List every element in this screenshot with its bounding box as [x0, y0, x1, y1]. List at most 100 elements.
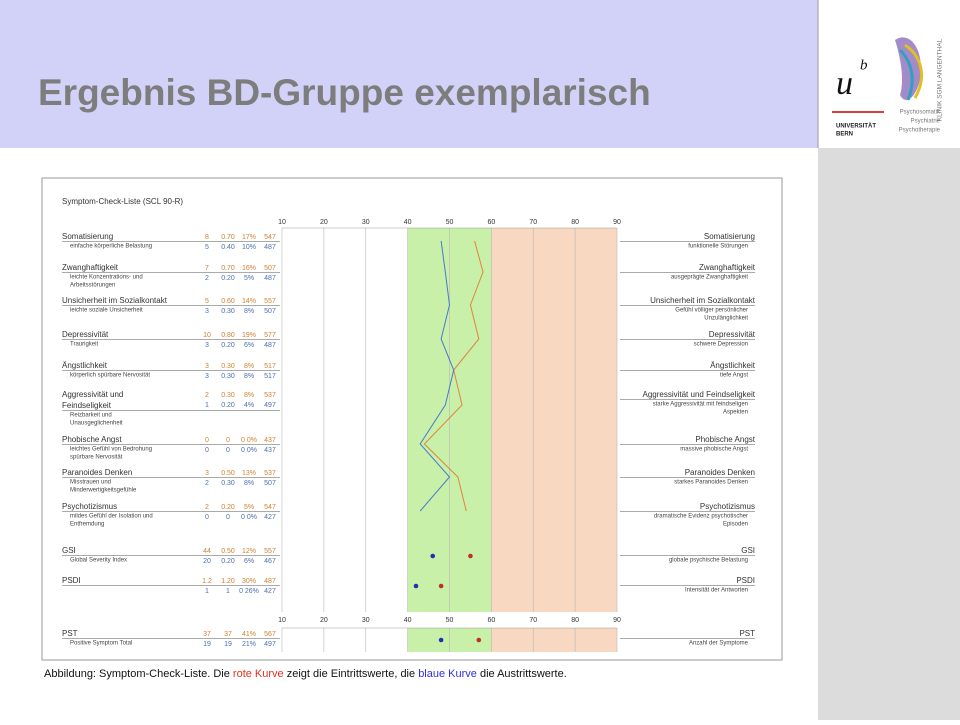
entry-value: 44: [203, 548, 211, 555]
right-label: PSDI: [736, 576, 755, 585]
right-sublabel: funktionelle Störungen: [688, 244, 748, 250]
row-label: Unsicherheit im Sozialkontakt: [62, 296, 168, 305]
row-label: Somatisierung: [62, 232, 113, 241]
row-label: Ängstlichkeit: [62, 361, 108, 370]
right-sublabel: Aspekten: [723, 410, 748, 416]
entry-value: 437: [264, 437, 276, 444]
row-sublabel: mildes Gefühl der Isolation und: [70, 514, 153, 520]
right-sublabel: Gefühl völliger persönlicher: [675, 308, 748, 314]
exit-value: 507: [264, 480, 276, 487]
entry-value: 5%: [244, 504, 254, 511]
row-sublabel: Arbeitsstörungen: [70, 283, 115, 289]
logo-b: b: [860, 57, 868, 73]
x-tick-label: 20: [320, 219, 328, 226]
exit-value: 427: [264, 514, 276, 521]
right-label: Ängstlichkeit: [710, 361, 756, 370]
x-tick-label: 80: [571, 617, 579, 624]
right-sublabel: starke Aggressivität mit feindseligen: [653, 402, 748, 408]
entry-value: 517: [264, 363, 276, 370]
exit-value: 3: [205, 308, 209, 315]
exit-value: 0 0%: [241, 514, 257, 521]
exit-value: 0: [205, 514, 209, 521]
figure-frame: [41, 177, 783, 661]
right-label: Paranoides Denken: [685, 468, 755, 477]
row-sublabel: Global Severity Index: [70, 558, 127, 564]
row-label: Aggressivität und: [62, 390, 123, 399]
entry-value: 1.2: [202, 578, 212, 585]
exit-value: 0.20: [221, 558, 235, 565]
right-label: Unsicherheit im Sozialkontakt: [650, 296, 756, 305]
entry-value: 537: [264, 470, 276, 477]
entry-value: 537: [264, 392, 276, 399]
logo-university: BERN: [836, 132, 853, 138]
right-label: Aggressivität und Feindseligkeit: [642, 390, 755, 399]
row-label: Zwanghaftigkeit: [62, 263, 119, 272]
exit-value: 497: [264, 641, 276, 648]
x-tick-label: 90: [613, 617, 621, 624]
entry-value: 3: [205, 470, 209, 477]
row-sublabel: Positive Symptom Total: [70, 641, 132, 647]
exit-value: 4%: [244, 402, 254, 409]
x-tick-label: 10: [278, 219, 286, 226]
right-label: Somatisierung: [704, 232, 755, 241]
x-tick-label: 90: [613, 219, 621, 226]
exit-value: 1: [205, 402, 209, 409]
row-label: PST: [62, 629, 78, 638]
entry-value: 16%: [242, 265, 256, 272]
logo-graphic: [898, 48, 914, 101]
right-sublabel: Intensität der Antworten: [685, 588, 748, 594]
entry-value: 0.70: [221, 265, 235, 272]
caption-part: blaue Kurve: [418, 668, 477, 680]
exit-value: 1: [226, 588, 230, 595]
entry-value: 37: [203, 631, 211, 638]
side-strip: [818, 148, 960, 720]
exit-value: 0.20: [221, 402, 235, 409]
exit-value: 0.20: [221, 342, 235, 349]
row-sublabel: Minderwertigkeitsgefühle: [70, 488, 137, 494]
right-sublabel: globale psychische Belastung: [669, 558, 748, 564]
entry-value: 41%: [242, 631, 256, 638]
entry-value: 8%: [244, 392, 254, 399]
right-sublabel: dramatische Evidenz psychotischer: [654, 514, 748, 520]
x-tick-label: 60: [487, 617, 495, 624]
right-sublabel: massive phobische Angst: [680, 447, 748, 453]
right-label: Depressivität: [709, 330, 756, 339]
entry-value: 2: [205, 504, 209, 511]
exit-value: 8%: [244, 308, 254, 315]
x-tick-label: 20: [320, 617, 328, 624]
entry-value: 0.20: [221, 504, 235, 511]
exit-curve: [419, 240, 455, 512]
exit-value: 6%: [244, 558, 254, 565]
entry-value: 0.70: [221, 234, 235, 241]
entry-point: [468, 553, 473, 559]
exit-value: 3: [205, 342, 209, 349]
entry-value: 13%: [242, 470, 256, 477]
entry-value: 547: [264, 504, 276, 511]
header-band: [0, 0, 818, 148]
x-tick-label: 30: [362, 219, 370, 226]
right-label: Psychotizismus: [700, 502, 755, 511]
x-tick-label: 70: [529, 617, 537, 624]
exit-point: [438, 637, 444, 643]
entry-value: 0: [205, 437, 209, 444]
exit-value: 2: [205, 480, 209, 487]
row-label: GSI: [62, 546, 76, 555]
exit-value: 10%: [242, 244, 256, 251]
entry-value: 547: [264, 234, 276, 241]
entry-value: 10: [203, 332, 211, 339]
entry-value: 577: [264, 332, 276, 339]
row-sublabel: leichte Konzentrations- und: [70, 275, 143, 281]
entry-value: 14%: [242, 298, 256, 305]
exit-value: 0: [226, 447, 230, 454]
exit-value: 1: [205, 588, 209, 595]
entry-value: 2: [205, 392, 209, 399]
entry-value: 567: [264, 631, 276, 638]
logo-graphic: [904, 43, 924, 99]
row-sublabel: spürbare Nervosität: [70, 455, 123, 461]
entry-value: 19%: [242, 332, 256, 339]
right-sublabel: schwere Depression: [694, 342, 748, 348]
exit-value: 487: [264, 275, 276, 282]
exit-value: 5%: [244, 275, 254, 282]
entry-value: 487: [264, 578, 276, 585]
